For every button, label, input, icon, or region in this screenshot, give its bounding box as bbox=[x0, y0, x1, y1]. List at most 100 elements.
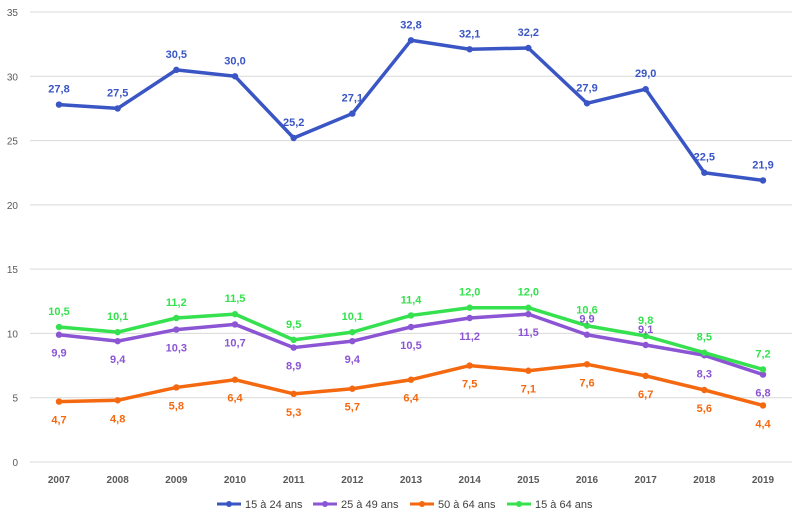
data-point bbox=[407, 312, 415, 319]
data-label: 10,5 bbox=[400, 340, 421, 352]
x-tick-label: 2010 bbox=[224, 475, 247, 486]
data-label: 7,1 bbox=[521, 384, 536, 396]
data-label: 8,3 bbox=[697, 368, 712, 380]
data-label: 7,2 bbox=[755, 348, 770, 360]
data-point bbox=[55, 101, 63, 108]
data-point bbox=[642, 341, 649, 349]
data-point bbox=[466, 362, 473, 369]
legend-label: 25 à 49 ans bbox=[341, 499, 399, 511]
data-point bbox=[173, 66, 180, 74]
data-point bbox=[55, 331, 63, 338]
data-label: 5,6 bbox=[697, 403, 712, 415]
data-label: 32,1 bbox=[459, 28, 480, 40]
data-point bbox=[525, 367, 532, 374]
data-label: 11,5 bbox=[518, 327, 539, 339]
data-point bbox=[407, 376, 415, 383]
data-label: 5,3 bbox=[286, 407, 301, 419]
data-label: 9,9 bbox=[579, 314, 594, 326]
legend-swatch-marker bbox=[322, 501, 328, 507]
data-point bbox=[349, 337, 356, 345]
data-point bbox=[114, 105, 121, 112]
data-label: 30,5 bbox=[166, 49, 187, 61]
data-label: 10,5 bbox=[48, 306, 69, 318]
data-point bbox=[407, 323, 415, 331]
x-axis: 2007 2008 2009 2010 2011 2012 2013 2014 2015 2016… bbox=[48, 475, 775, 486]
data-point bbox=[701, 349, 708, 356]
data-point bbox=[55, 323, 63, 331]
data-label: 7,5 bbox=[462, 379, 477, 391]
data-point bbox=[642, 85, 649, 93]
data-point bbox=[701, 386, 708, 394]
y-tick-label: 30 bbox=[7, 72, 19, 83]
data-label: 10,3 bbox=[166, 343, 187, 355]
data-point bbox=[759, 402, 767, 409]
data-label: 27,9 bbox=[576, 82, 597, 94]
legend-swatch-marker bbox=[419, 501, 425, 507]
data-point bbox=[466, 314, 473, 322]
legend: 15 à 24 ans 25 à 49 ans 50 à 64 ans 15 à 64… bbox=[217, 499, 593, 511]
data-label: 6,7 bbox=[638, 389, 653, 401]
data-label: 21,9 bbox=[752, 159, 773, 171]
x-tick-label: 2009 bbox=[165, 475, 188, 486]
data-label: 29,0 bbox=[635, 68, 656, 80]
data-point bbox=[759, 177, 767, 184]
data-point bbox=[583, 100, 591, 107]
x-tick-label: 2016 bbox=[576, 475, 599, 486]
x-tick-label: 2018 bbox=[693, 475, 716, 486]
data-label: 25,2 bbox=[283, 117, 304, 129]
data-point bbox=[231, 310, 239, 318]
data-point bbox=[349, 328, 356, 336]
data-point bbox=[231, 73, 239, 80]
data-label: 9,1 bbox=[638, 324, 653, 336]
data-point bbox=[583, 322, 591, 329]
data-point bbox=[173, 314, 180, 322]
data-point bbox=[349, 110, 356, 117]
data-label: 11,5 bbox=[225, 293, 246, 305]
data-point bbox=[525, 44, 532, 52]
data-label: 10,6 bbox=[576, 305, 597, 317]
data-label: 27,1 bbox=[342, 93, 363, 105]
series-line bbox=[57, 38, 765, 183]
data-label: 7,6 bbox=[579, 377, 594, 389]
data-point bbox=[525, 304, 532, 311]
data-label: 9,9 bbox=[51, 348, 66, 360]
data-label: 5,7 bbox=[345, 402, 360, 414]
data-point bbox=[349, 385, 356, 392]
y-tick-label: 20 bbox=[7, 201, 19, 212]
data-point bbox=[231, 321, 239, 328]
data-labels: 27,8 27,5 30,5 30,0 25,2 27,1 32,8 32,1 32,2 27,9… bbox=[48, 19, 773, 430]
data-label: 9,5 bbox=[286, 319, 301, 331]
data-label: 4,4 bbox=[755, 418, 771, 430]
y-tick-label: 0 bbox=[12, 458, 18, 469]
data-point bbox=[114, 397, 121, 404]
data-point bbox=[407, 37, 415, 44]
x-tick-label: 2017 bbox=[635, 475, 658, 486]
y-axis: 0 5 10 15 20 25 30 35 bbox=[7, 8, 19, 469]
data-point bbox=[583, 361, 591, 368]
data-label: 12,0 bbox=[518, 287, 539, 299]
data-label: 10,7 bbox=[224, 337, 245, 349]
data-point bbox=[466, 304, 473, 311]
data-label: 12,0 bbox=[459, 287, 480, 299]
data-point bbox=[290, 390, 297, 398]
legend-label: 15 à 64 ans bbox=[535, 499, 593, 511]
series-lines bbox=[55, 37, 767, 409]
data-point bbox=[466, 46, 473, 53]
data-label: 9,4 bbox=[345, 354, 361, 366]
data-point bbox=[583, 331, 591, 338]
data-point bbox=[759, 366, 767, 373]
y-tick-label: 25 bbox=[7, 137, 19, 148]
x-tick-label: 2015 bbox=[517, 475, 540, 486]
data-point bbox=[290, 344, 297, 351]
data-label: 8,9 bbox=[286, 361, 301, 373]
x-tick-label: 2014 bbox=[459, 475, 482, 486]
data-label: 10,1 bbox=[342, 311, 363, 323]
data-label: 5,8 bbox=[169, 400, 184, 412]
data-point bbox=[701, 169, 708, 176]
data-label: 30,0 bbox=[224, 55, 245, 67]
y-tick-label: 5 bbox=[12, 394, 18, 405]
data-label: 11,2 bbox=[459, 331, 480, 343]
data-label: 10,1 bbox=[107, 311, 128, 323]
legend-swatch-marker bbox=[516, 501, 522, 507]
data-point bbox=[290, 336, 297, 344]
